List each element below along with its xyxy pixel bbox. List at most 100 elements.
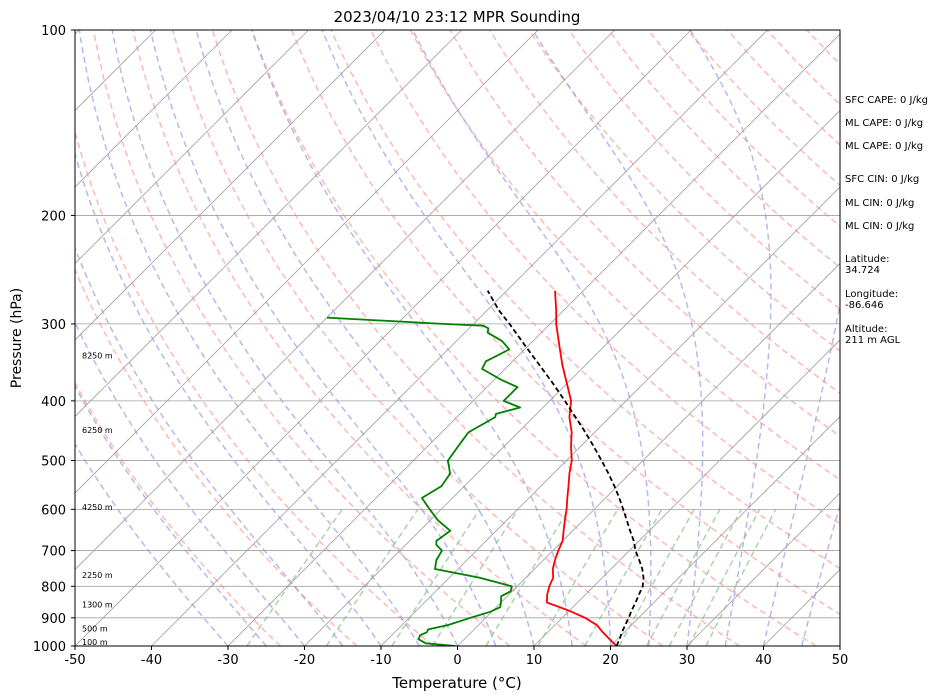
isotherm [227,33,840,646]
height-label: 500 m [82,624,108,633]
isotherm [686,492,840,646]
mixing-ratio-line [485,508,570,646]
mixing-ratio-line [537,508,619,646]
sounding-parameters: SFC CAPE: 0 J/kg ML CAPE: 0 J/kg ML CAPE: … [845,95,928,346]
chart-title: 2023/04/10 23:12 MPR Sounding [334,8,581,26]
y-axis-label: Pressure (hPa) [9,288,25,388]
mixing-ratio-line [668,508,742,646]
dry-adiabat [75,129,434,646]
parameter-label: ML CIN: 0 J/kg [845,221,914,232]
isotherm [75,30,233,188]
x-tick-label: -20 [294,653,315,668]
moist-adiabat [689,30,772,646]
parcel-path [486,290,645,646]
height-label: 4250 m [82,503,113,512]
dry-adiabat [568,30,840,310]
height-label: 100 m [82,638,108,647]
isotherm [457,262,840,646]
x-tick-label: -30 [217,653,238,668]
isotherm [304,109,840,646]
x-tick-label: -50 [64,653,85,668]
moist-adiabat [111,30,459,646]
x-tick-label: 30 [679,653,696,668]
x-tick-label: 40 [755,653,772,668]
dry-adiabat [75,267,358,646]
x-tick-label: -40 [141,653,162,668]
moist-adiabat [321,30,612,646]
plot-frame [74,29,841,647]
dry-adiabat [528,30,840,352]
isotherm [533,339,840,646]
dry-adiabat [75,381,281,646]
x-tick-label: -10 [370,653,391,668]
height-label: 1300 m [82,601,113,610]
moist-adiabat [149,30,497,646]
moist-adiabat [762,300,840,646]
y-tick-label: 400 [41,395,66,410]
x-axis-label: Temperature (°C) [391,674,521,692]
dry-adiabat [290,30,840,616]
x-tick-label: 10 [526,653,543,668]
y-tick-label: 1000 [33,640,66,655]
isotherm [75,30,615,571]
isotherm [0,30,3,646]
moist-adiabat [801,502,840,646]
moist-adiabat [251,30,574,646]
dewpoint-trace [326,316,521,646]
isotherm [151,30,768,646]
mixing-ratio-line [246,508,343,646]
isotherm [610,415,840,646]
dry-adiabat [330,30,840,570]
moist-adiabat [78,30,420,646]
dry-adiabat [370,30,840,525]
mixing-ratio-line [705,508,777,646]
y-tick-label: 900 [41,612,66,627]
parameter-label: Longitude: [845,289,898,300]
x-tick-label: 50 [832,653,849,668]
parameter-label: Latitude: [845,254,890,265]
moist-adiabat [75,246,344,646]
parameter-label: SFC CAPE: 0 J/kg [845,95,928,106]
parameter-label: ML CAPE: 0 J/kg [845,141,923,152]
moist-adiabat [195,30,535,646]
dry-adiabat [488,30,840,395]
isotherm [75,30,309,265]
dry-adiabat [132,30,587,646]
parameter-value: 34.724 [845,265,880,276]
y-tick-label: 500 [41,455,66,470]
dry-adiabat [211,30,740,646]
isotherm [75,30,462,418]
height-label: 8250 m [82,352,113,361]
dry-adiabat [251,30,817,646]
parameter-label: Altitude: [845,324,887,335]
height-label: 2250 m [82,571,113,580]
y-tick-label: 800 [41,580,66,595]
x-tick-label: 20 [602,653,619,668]
parameter-label: ML CIN: 0 J/kg [845,198,914,209]
y-tick-label: 200 [41,209,66,224]
mixing-ratio-line [645,508,721,646]
temperature-trace [546,290,618,646]
moist-adiabat [412,30,652,646]
moist-adiabat [532,30,704,646]
dry-adiabat [92,30,511,646]
y-tick-label: 100 [41,24,66,39]
isotherm [380,186,840,646]
height-label: 6250 m [82,426,113,435]
sounding-traces [326,290,645,646]
y-tick-label: 300 [41,318,66,333]
mixing-ratio-line [584,508,663,646]
background-grid [0,30,840,646]
parameter-label: SFC CIN: 0 J/kg [845,174,919,185]
isotherm [75,30,386,341]
y-tick-label: 700 [41,545,66,560]
isotherm [75,30,692,646]
x-tick-label: 0 [453,653,461,668]
moist-adiabat [75,442,229,646]
y-tick-label: 600 [41,503,66,518]
axes: -50 -40 -30 -20 -10 0 10 20 30 40 50 1000 900 800 700 6… [33,24,848,668]
moist-adiabat [75,151,382,646]
moist-adiabat [75,384,267,646]
parameter-value: -86.646 [845,300,884,311]
height-labels: 100 m 500 m 1300 m 2250 m 4250 m 6250 m 8250 m [82,352,113,647]
